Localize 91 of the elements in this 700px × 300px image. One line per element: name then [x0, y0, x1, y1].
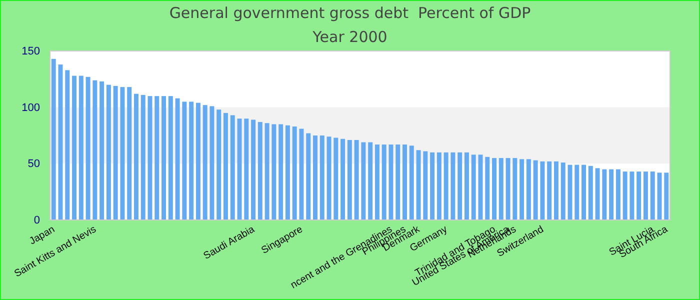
bar: [396, 144, 400, 220]
bar: [436, 152, 442, 220]
bar: [86, 76, 90, 220]
bar: [51, 58, 56, 220]
bar: [630, 172, 634, 220]
bar: [210, 106, 214, 220]
bar: [416, 150, 421, 220]
bar: [560, 162, 566, 220]
bar: [622, 172, 628, 220]
bar: [636, 172, 642, 220]
y-tick-label: 150: [22, 46, 40, 58]
y-tick-label: 0: [34, 214, 40, 227]
bar: [512, 158, 518, 220]
bar: [272, 124, 276, 220]
bar: [361, 142, 366, 220]
bar: [224, 112, 228, 220]
bar: [182, 102, 187, 220]
bar: [189, 102, 194, 220]
bar: [292, 126, 297, 220]
y-tick-label: 100: [22, 102, 40, 114]
bar: [278, 124, 284, 220]
x-tick-label: Japan: [28, 224, 57, 248]
bar: [533, 160, 538, 220]
bar: [471, 154, 476, 220]
bar: [464, 152, 469, 220]
bar: [251, 120, 256, 220]
bar: [113, 86, 118, 220]
bar: [374, 144, 380, 220]
bar: [506, 158, 510, 220]
bar: [450, 152, 456, 220]
bar: [285, 125, 290, 220]
bar: [334, 138, 338, 220]
bar: [595, 168, 600, 220]
bar: [106, 84, 111, 220]
bar: [140, 94, 146, 220]
bar: [354, 140, 359, 220]
chart-subtitle: Year 2000: [312, 28, 388, 46]
bar: [616, 169, 620, 220]
bar: [547, 161, 552, 220]
bar: [230, 115, 235, 220]
bar: [602, 169, 607, 220]
bar: [216, 110, 222, 220]
bar: [382, 144, 386, 220]
bar: [540, 161, 545, 220]
bar: [430, 152, 435, 220]
bar: [202, 105, 208, 220]
bar: [326, 136, 332, 220]
bar: [402, 144, 407, 220]
bar: [258, 122, 262, 220]
bar: [458, 152, 462, 220]
bar: [196, 102, 200, 220]
bar: [582, 164, 586, 220]
bar: [423, 151, 428, 220]
bar: [100, 81, 104, 220]
bar: [664, 172, 669, 220]
bar: [244, 118, 249, 220]
bar: [368, 142, 373, 220]
bar: [120, 87, 125, 220]
bar: [574, 164, 580, 220]
bar: [492, 158, 496, 220]
bar: [609, 169, 614, 220]
bar: [168, 96, 173, 220]
bar: [643, 172, 648, 220]
bar: [154, 96, 160, 220]
bar: [92, 80, 98, 220]
bar: [444, 152, 448, 220]
bar: [134, 94, 138, 220]
bar: [313, 136, 318, 220]
bar: [78, 76, 84, 220]
bar: [588, 166, 593, 220]
bar: [320, 136, 324, 220]
bar: [347, 140, 352, 220]
bar: [409, 146, 414, 220]
bar: [485, 156, 490, 220]
bar: [388, 144, 394, 220]
bar: [162, 96, 166, 220]
bar: [306, 133, 311, 220]
bar: [526, 159, 531, 220]
bar: [65, 70, 70, 220]
chart-title: General government gross debt Percent of GDP: [169, 4, 531, 22]
bar: [554, 161, 558, 220]
bar: [498, 158, 504, 220]
bar: [650, 172, 655, 220]
bar: [340, 138, 346, 220]
bar: [127, 87, 132, 220]
bar: [175, 98, 180, 220]
bar: [520, 159, 524, 220]
bar: [72, 76, 77, 220]
bar: [264, 123, 270, 220]
bar: [299, 128, 304, 220]
y-tick-label: 50: [28, 158, 40, 170]
